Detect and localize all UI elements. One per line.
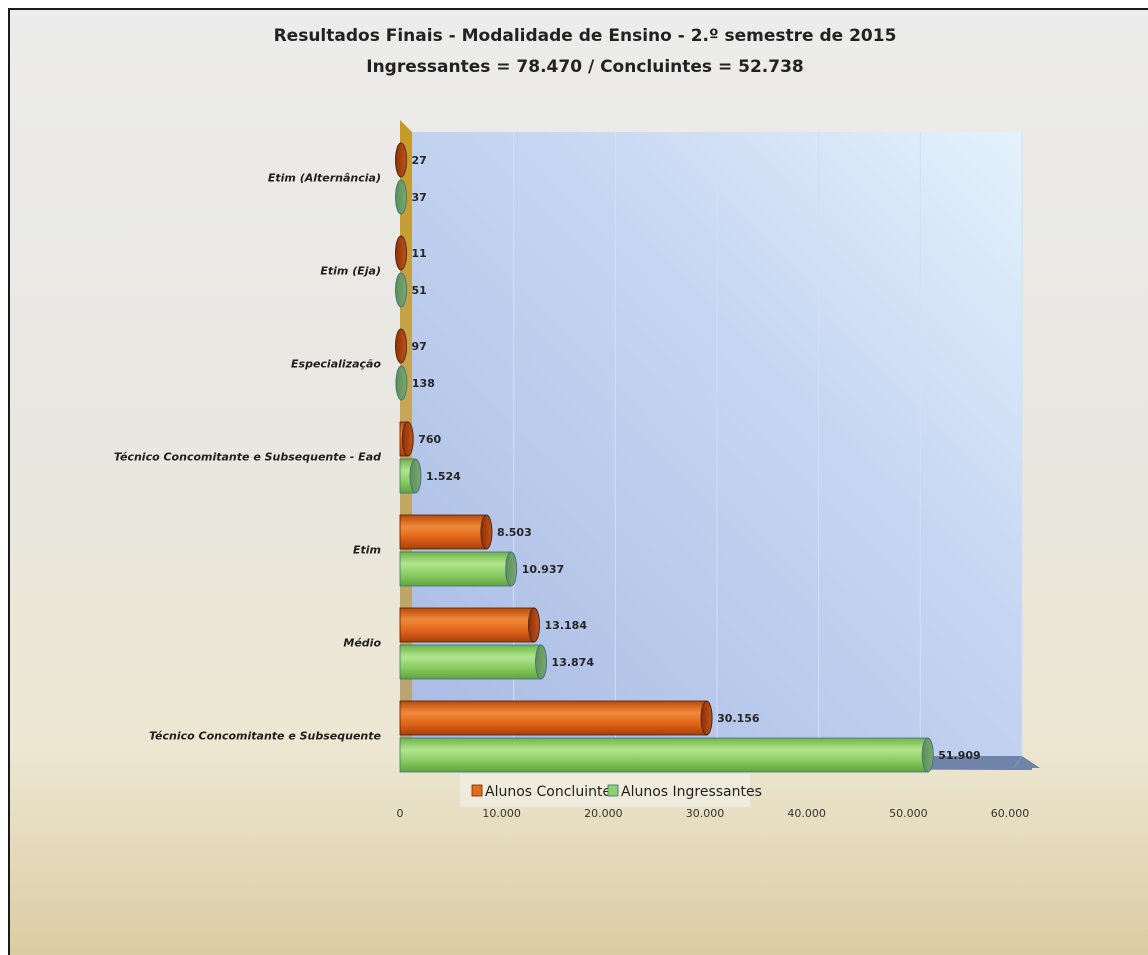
- category-label: Especialização: [291, 358, 381, 371]
- bar-concluintes: [399, 607, 540, 643]
- legend-box: [460, 774, 750, 807]
- bar-concluintes: [395, 328, 407, 364]
- legend-swatch-concluintes: [471, 784, 483, 797]
- value-label-concluintes: 760: [418, 433, 441, 446]
- value-label-ingressantes: 138: [412, 377, 435, 390]
- bar-ingressantes: [399, 551, 518, 587]
- value-label-concluintes: 97: [412, 340, 427, 353]
- x-tick-label: 0: [397, 807, 404, 820]
- bar-body: [399, 607, 535, 643]
- bar-cap: [700, 700, 713, 736]
- bar-cap: [528, 607, 540, 643]
- bar-concluintes: [395, 142, 407, 178]
- legend: Alunos Concluintes Alunos Ingressantes: [460, 774, 762, 807]
- value-label-ingressantes: 13.874: [552, 656, 595, 669]
- value-label-concluintes: 13.184: [545, 619, 588, 632]
- category-label: Etim (Alternância): [268, 172, 381, 185]
- bar-ingressantes: [395, 365, 408, 401]
- category-labels: Etim (Alternância) Etim (Eja) Especializaç…: [114, 172, 382, 743]
- bar-ingressantes: [395, 272, 407, 308]
- category-label: Médio: [343, 637, 381, 650]
- bar-body: [399, 551, 512, 587]
- bar-cap: [395, 272, 407, 308]
- category-label: Técnico Concomitante e Subsequente - Ead: [114, 451, 381, 464]
- bar-body: [399, 514, 487, 550]
- floor-gridline: [1013, 755, 1023, 769]
- value-label-ingressantes: 51: [412, 284, 427, 297]
- bar-ingressantes: [399, 737, 934, 773]
- bar-cap: [395, 179, 407, 215]
- category-label: Etim (Eja): [320, 265, 381, 278]
- bar-concluintes: [395, 235, 407, 271]
- bar-cap: [401, 421, 414, 457]
- bar-body: [399, 737, 929, 773]
- x-tick-label: 10.000: [482, 807, 521, 820]
- x-tick-label: 30.000: [686, 807, 725, 820]
- x-tick-label: 60.000: [991, 807, 1030, 820]
- subtitle-text: Ingressantes = 78.470 / Concluintes = 52…: [366, 57, 803, 77]
- x-tick-label: 50.000: [889, 807, 928, 820]
- bars: [395, 142, 934, 773]
- bar-cap: [395, 235, 407, 271]
- chart-title: Resultados Finais - Modalidade de Ensino…: [274, 26, 897, 77]
- bar-cap: [409, 458, 422, 494]
- category-label: Técnico Concomitante e Subsequente: [149, 730, 382, 743]
- bar-concluintes: [399, 514, 493, 550]
- value-label-concluintes: 30.156: [717, 712, 760, 725]
- legend-label-concluintes: Alunos Concluintes: [485, 784, 618, 800]
- bar-cap: [535, 644, 548, 680]
- value-label-ingressantes: 1.524: [426, 470, 461, 483]
- value-label-concluintes: 27: [412, 154, 427, 167]
- bar-cap: [395, 365, 408, 401]
- value-label-ingressantes: 51.909: [938, 749, 980, 762]
- bar-cap: [480, 514, 493, 550]
- bar-concluintes: [399, 700, 713, 736]
- title-text: Resultados Finais - Modalidade de Ensino…: [274, 26, 897, 46]
- bar-cap: [395, 142, 407, 178]
- value-label-ingressantes: 10.937: [522, 563, 564, 576]
- bar-cap: [505, 551, 518, 587]
- bar-chart: Resultados Finais - Modalidade de Ensino…: [114, 26, 1040, 820]
- legend-label-ingressantes: Alunos Ingressantes: [621, 784, 762, 800]
- value-label-ingressantes: 37: [412, 191, 427, 204]
- value-label-concluintes: 8.503: [497, 526, 532, 539]
- category-label: Etim: [353, 544, 381, 557]
- x-tick-label: 40.000: [787, 807, 826, 820]
- bar-concluintes: [399, 421, 414, 457]
- legend-swatch-ingressantes: [607, 784, 619, 797]
- bar-body: [399, 644, 542, 680]
- bar-ingressantes: [395, 179, 407, 215]
- x-axis-ticks: 0 10.000 20.000 30.000 40.000 50.000 60.000: [397, 807, 1030, 820]
- bar-cap: [921, 737, 934, 773]
- bar-ingressantes: [399, 458, 422, 494]
- chart-area: Resultados Finais - Modalidade de Ensino…: [8, 8, 1148, 955]
- bar-body: [399, 700, 707, 736]
- value-label-concluintes: 11: [412, 247, 427, 260]
- x-tick-label: 20.000: [584, 807, 623, 820]
- bar-cap: [395, 328, 407, 364]
- bar-ingressantes: [399, 644, 548, 680]
- value-labels: 27 37 11 51 97 138 760 1.524 8.503 10.937 13.184 13…: [412, 154, 981, 762]
